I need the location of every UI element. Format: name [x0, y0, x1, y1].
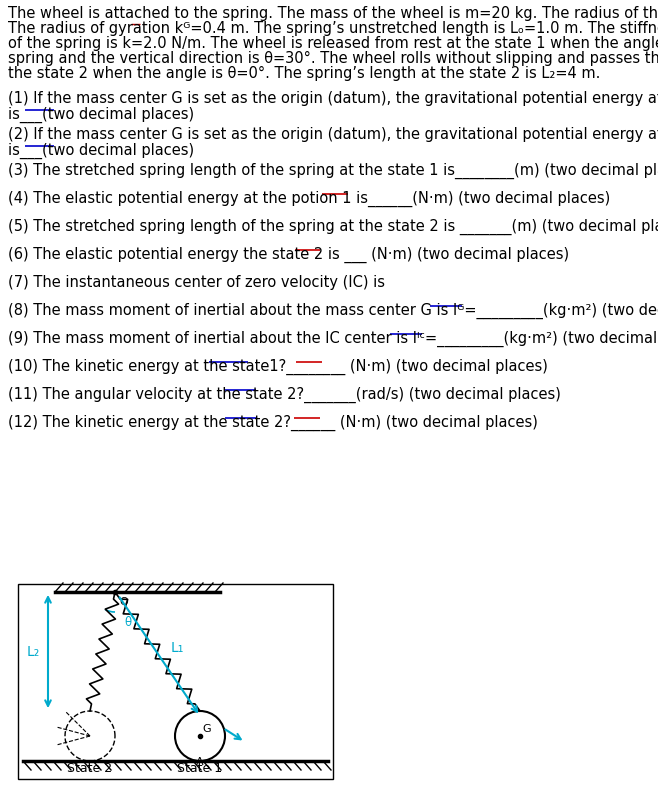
Text: (7) The instantaneous center of zero velocity (IC) is: (7) The instantaneous center of zero vel…: [8, 275, 385, 290]
Text: O: O: [119, 597, 128, 607]
Text: L₁: L₁: [171, 641, 184, 655]
Text: (4) The elastic potential energy at the potion 1 is______(N·m) (two decimal plac: (4) The elastic potential energy at the …: [8, 191, 610, 207]
Text: G: G: [202, 724, 211, 734]
Text: State 1: State 1: [178, 762, 222, 775]
Text: (2) If the mass center G is set as the origin (datum), the gravitational potenti: (2) If the mass center G is set as the o…: [8, 127, 658, 142]
Text: the state 2 when the angle is θ=0°. The spring’s length at the state 2 is L₂=4 m: the state 2 when the angle is θ=0°. The …: [8, 66, 600, 81]
Text: of the spring is k=2.0 N/m. The wheel is released from rest at the state 1 when : of the spring is k=2.0 N/m. The wheel is…: [8, 36, 658, 51]
Text: spring and the vertical direction is θ=30°. The wheel rolls without slipping and: spring and the vertical direction is θ=3…: [8, 51, 658, 66]
Text: The radius of gyration kᴳ=0.4 m. The spring’s unstretched length is Lₒ=1.0 m. Th: The radius of gyration kᴳ=0.4 m. The spr…: [8, 21, 658, 36]
Text: (11) The angular velocity at the state 2?_______(rad/s) (two decimal places): (11) The angular velocity at the state 2…: [8, 387, 561, 403]
Text: L₂: L₂: [27, 645, 40, 658]
Text: A: A: [196, 757, 204, 767]
Text: (1) If the mass center G is set as the origin (datum), the gravitational potenti: (1) If the mass center G is set as the o…: [8, 91, 658, 106]
Text: is___(two decimal places): is___(two decimal places): [8, 107, 194, 123]
Text: (6) The elastic potential energy the state 2 is ___ (N·m) (two decimal places): (6) The elastic potential energy the sta…: [8, 247, 569, 264]
FancyBboxPatch shape: [18, 584, 333, 779]
Text: is___(two decimal places): is___(two decimal places): [8, 143, 194, 159]
Text: (10) The kinetic energy at the state1?________ (N·m) (two decimal places): (10) The kinetic energy at the state1?__…: [8, 359, 548, 375]
Text: θ: θ: [124, 616, 131, 629]
Text: (9) The mass moment of inertial about the IC center is Iᴵᶜ=_________(kg·m²) (two: (9) The mass moment of inertial about th…: [8, 331, 658, 347]
Text: State 2: State 2: [67, 762, 113, 775]
Text: The wheel is attached to the spring. The mass of the wheel is m=20 kg. The radiu: The wheel is attached to the spring. The…: [8, 6, 658, 21]
Text: (12) The kinetic energy at the state 2?______ (N·m) (two decimal places): (12) The kinetic energy at the state 2?_…: [8, 415, 538, 431]
Text: (3) The stretched spring length of the spring at the state 1 is________(m) (two : (3) The stretched spring length of the s…: [8, 163, 658, 179]
Text: (8) The mass moment of inertial about the mass center G is Iᴳ=_________(kg·m²) (: (8) The mass moment of inertial about th…: [8, 303, 658, 320]
Text: (5) The stretched spring length of the spring at the state 2 is _______(m) (two : (5) The stretched spring length of the s…: [8, 219, 658, 235]
